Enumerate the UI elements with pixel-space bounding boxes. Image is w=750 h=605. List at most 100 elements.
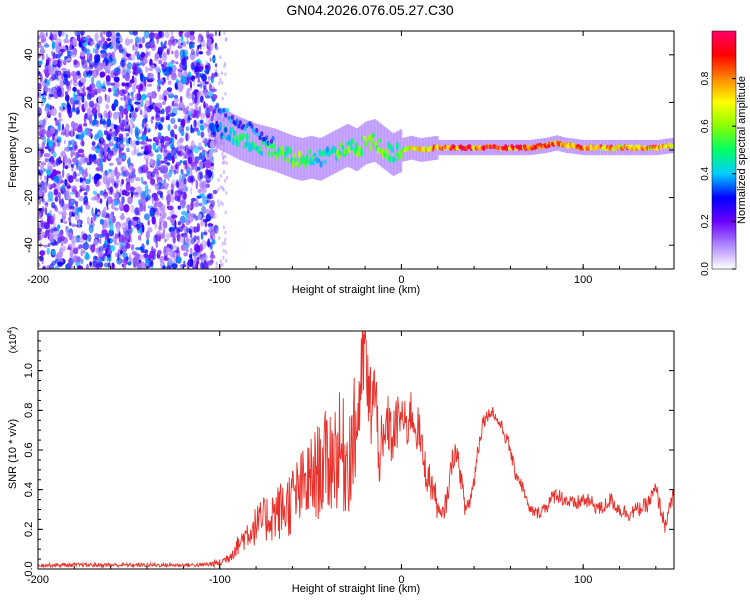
signal-halo xyxy=(378,122,381,166)
figure-title: GN04.2026.076.05.27.C30 xyxy=(286,2,454,18)
spectrogram-y-tick-label: 0 xyxy=(23,147,35,153)
signal-core xyxy=(219,121,223,129)
noise-speckle xyxy=(210,235,213,240)
noise-speckle xyxy=(158,225,162,231)
noise-speckle xyxy=(109,45,113,50)
noise-speckle xyxy=(164,40,167,46)
noise-speckle xyxy=(207,75,211,83)
noise-speckle xyxy=(118,106,124,112)
noise-speckle xyxy=(65,123,69,133)
noise-speckle xyxy=(81,169,86,173)
signal-core xyxy=(393,157,397,162)
noise-speckle xyxy=(54,117,57,121)
noise-speckle xyxy=(48,67,55,76)
noise-speckle xyxy=(194,94,198,104)
snr-y-multiplier-close: ) xyxy=(8,327,19,330)
noise-speckle xyxy=(190,127,195,134)
noise-speckle xyxy=(119,36,123,44)
noise-speckle xyxy=(141,36,145,44)
noise-speckle xyxy=(128,175,134,179)
noise-speckle xyxy=(38,233,41,241)
noise-speckle xyxy=(65,57,72,62)
noise-fringe xyxy=(217,199,220,204)
noise-speckle xyxy=(93,195,99,201)
noise-fringe xyxy=(223,178,227,183)
noise-speckle xyxy=(147,83,153,87)
noise-speckle xyxy=(56,210,62,214)
noise-speckle xyxy=(48,63,52,70)
noise-speckle xyxy=(43,265,46,269)
noise-speckle xyxy=(125,242,131,249)
signal-core xyxy=(308,149,312,155)
noise-speckle xyxy=(151,32,156,38)
noise-speckle xyxy=(69,97,74,105)
noise-speckle xyxy=(189,81,193,89)
noise-speckle xyxy=(83,192,88,196)
noise-speckle xyxy=(95,111,98,119)
noise-speckle xyxy=(210,194,214,199)
noise-speckle xyxy=(44,181,48,189)
noise-speckle xyxy=(80,77,87,84)
signal-core xyxy=(241,133,246,138)
noise-speckle xyxy=(44,83,49,93)
noise-speckle xyxy=(170,117,176,125)
noise-speckle xyxy=(76,70,81,76)
colorbar-tick-label: 0.8 xyxy=(700,71,711,85)
signal-core xyxy=(333,146,337,154)
noise-speckle xyxy=(105,248,108,255)
noise-speckle xyxy=(62,169,65,178)
noise-speckle xyxy=(96,258,101,263)
noise-speckle xyxy=(104,169,108,176)
noise-speckle xyxy=(176,106,182,111)
signal-core xyxy=(258,145,262,152)
signal-branch xyxy=(260,131,264,137)
noise-speckle xyxy=(102,120,106,126)
spectrogram-y-tick-label: 20 xyxy=(23,96,35,108)
noise-speckle xyxy=(134,93,140,101)
noise-speckle xyxy=(68,210,73,218)
noise-speckle xyxy=(99,237,102,245)
noise-speckle xyxy=(105,31,112,38)
noise-speckle xyxy=(202,253,208,261)
noise-speckle xyxy=(65,188,70,195)
noise-speckle xyxy=(100,38,105,42)
noise-speckle xyxy=(70,79,73,83)
noise-speckle xyxy=(58,196,61,205)
noise-speckle xyxy=(58,232,63,236)
noise-speckle xyxy=(165,106,171,114)
snr-y-multiplier-base: (x10 xyxy=(8,333,19,353)
noise-speckle xyxy=(118,113,123,117)
noise-speckle xyxy=(50,145,55,154)
noise-speckle xyxy=(195,180,198,190)
noise-speckle xyxy=(93,160,98,165)
noise-speckle xyxy=(149,158,154,165)
noise-speckle xyxy=(99,119,103,125)
noise-speckle xyxy=(191,145,194,152)
noise-speckle xyxy=(158,135,162,141)
noise-speckle xyxy=(210,88,217,92)
signal-core xyxy=(244,141,248,148)
signal-branch xyxy=(212,109,216,114)
noise-speckle xyxy=(56,54,62,58)
noise-speckle xyxy=(190,161,196,167)
noise-speckle xyxy=(142,118,148,124)
signal-halo xyxy=(225,110,228,154)
noise-speckle xyxy=(99,190,105,196)
noise-speckle xyxy=(214,31,217,36)
noise-speckle xyxy=(72,255,78,263)
noise-speckle xyxy=(42,244,49,248)
noise-speckle xyxy=(129,38,133,44)
signal-core xyxy=(362,135,366,140)
signal-halo xyxy=(297,137,300,180)
signal-halo xyxy=(256,123,259,167)
noise-speckle xyxy=(77,101,81,108)
noise-speckle xyxy=(133,147,137,154)
signal-core xyxy=(394,152,398,157)
noise-speckle xyxy=(56,88,62,97)
snr-y-tick-label: 0.8 xyxy=(23,403,35,418)
noise-fringe xyxy=(219,55,222,60)
noise-speckle xyxy=(126,234,129,240)
signal-core xyxy=(390,146,394,153)
noise-speckle xyxy=(206,153,210,161)
